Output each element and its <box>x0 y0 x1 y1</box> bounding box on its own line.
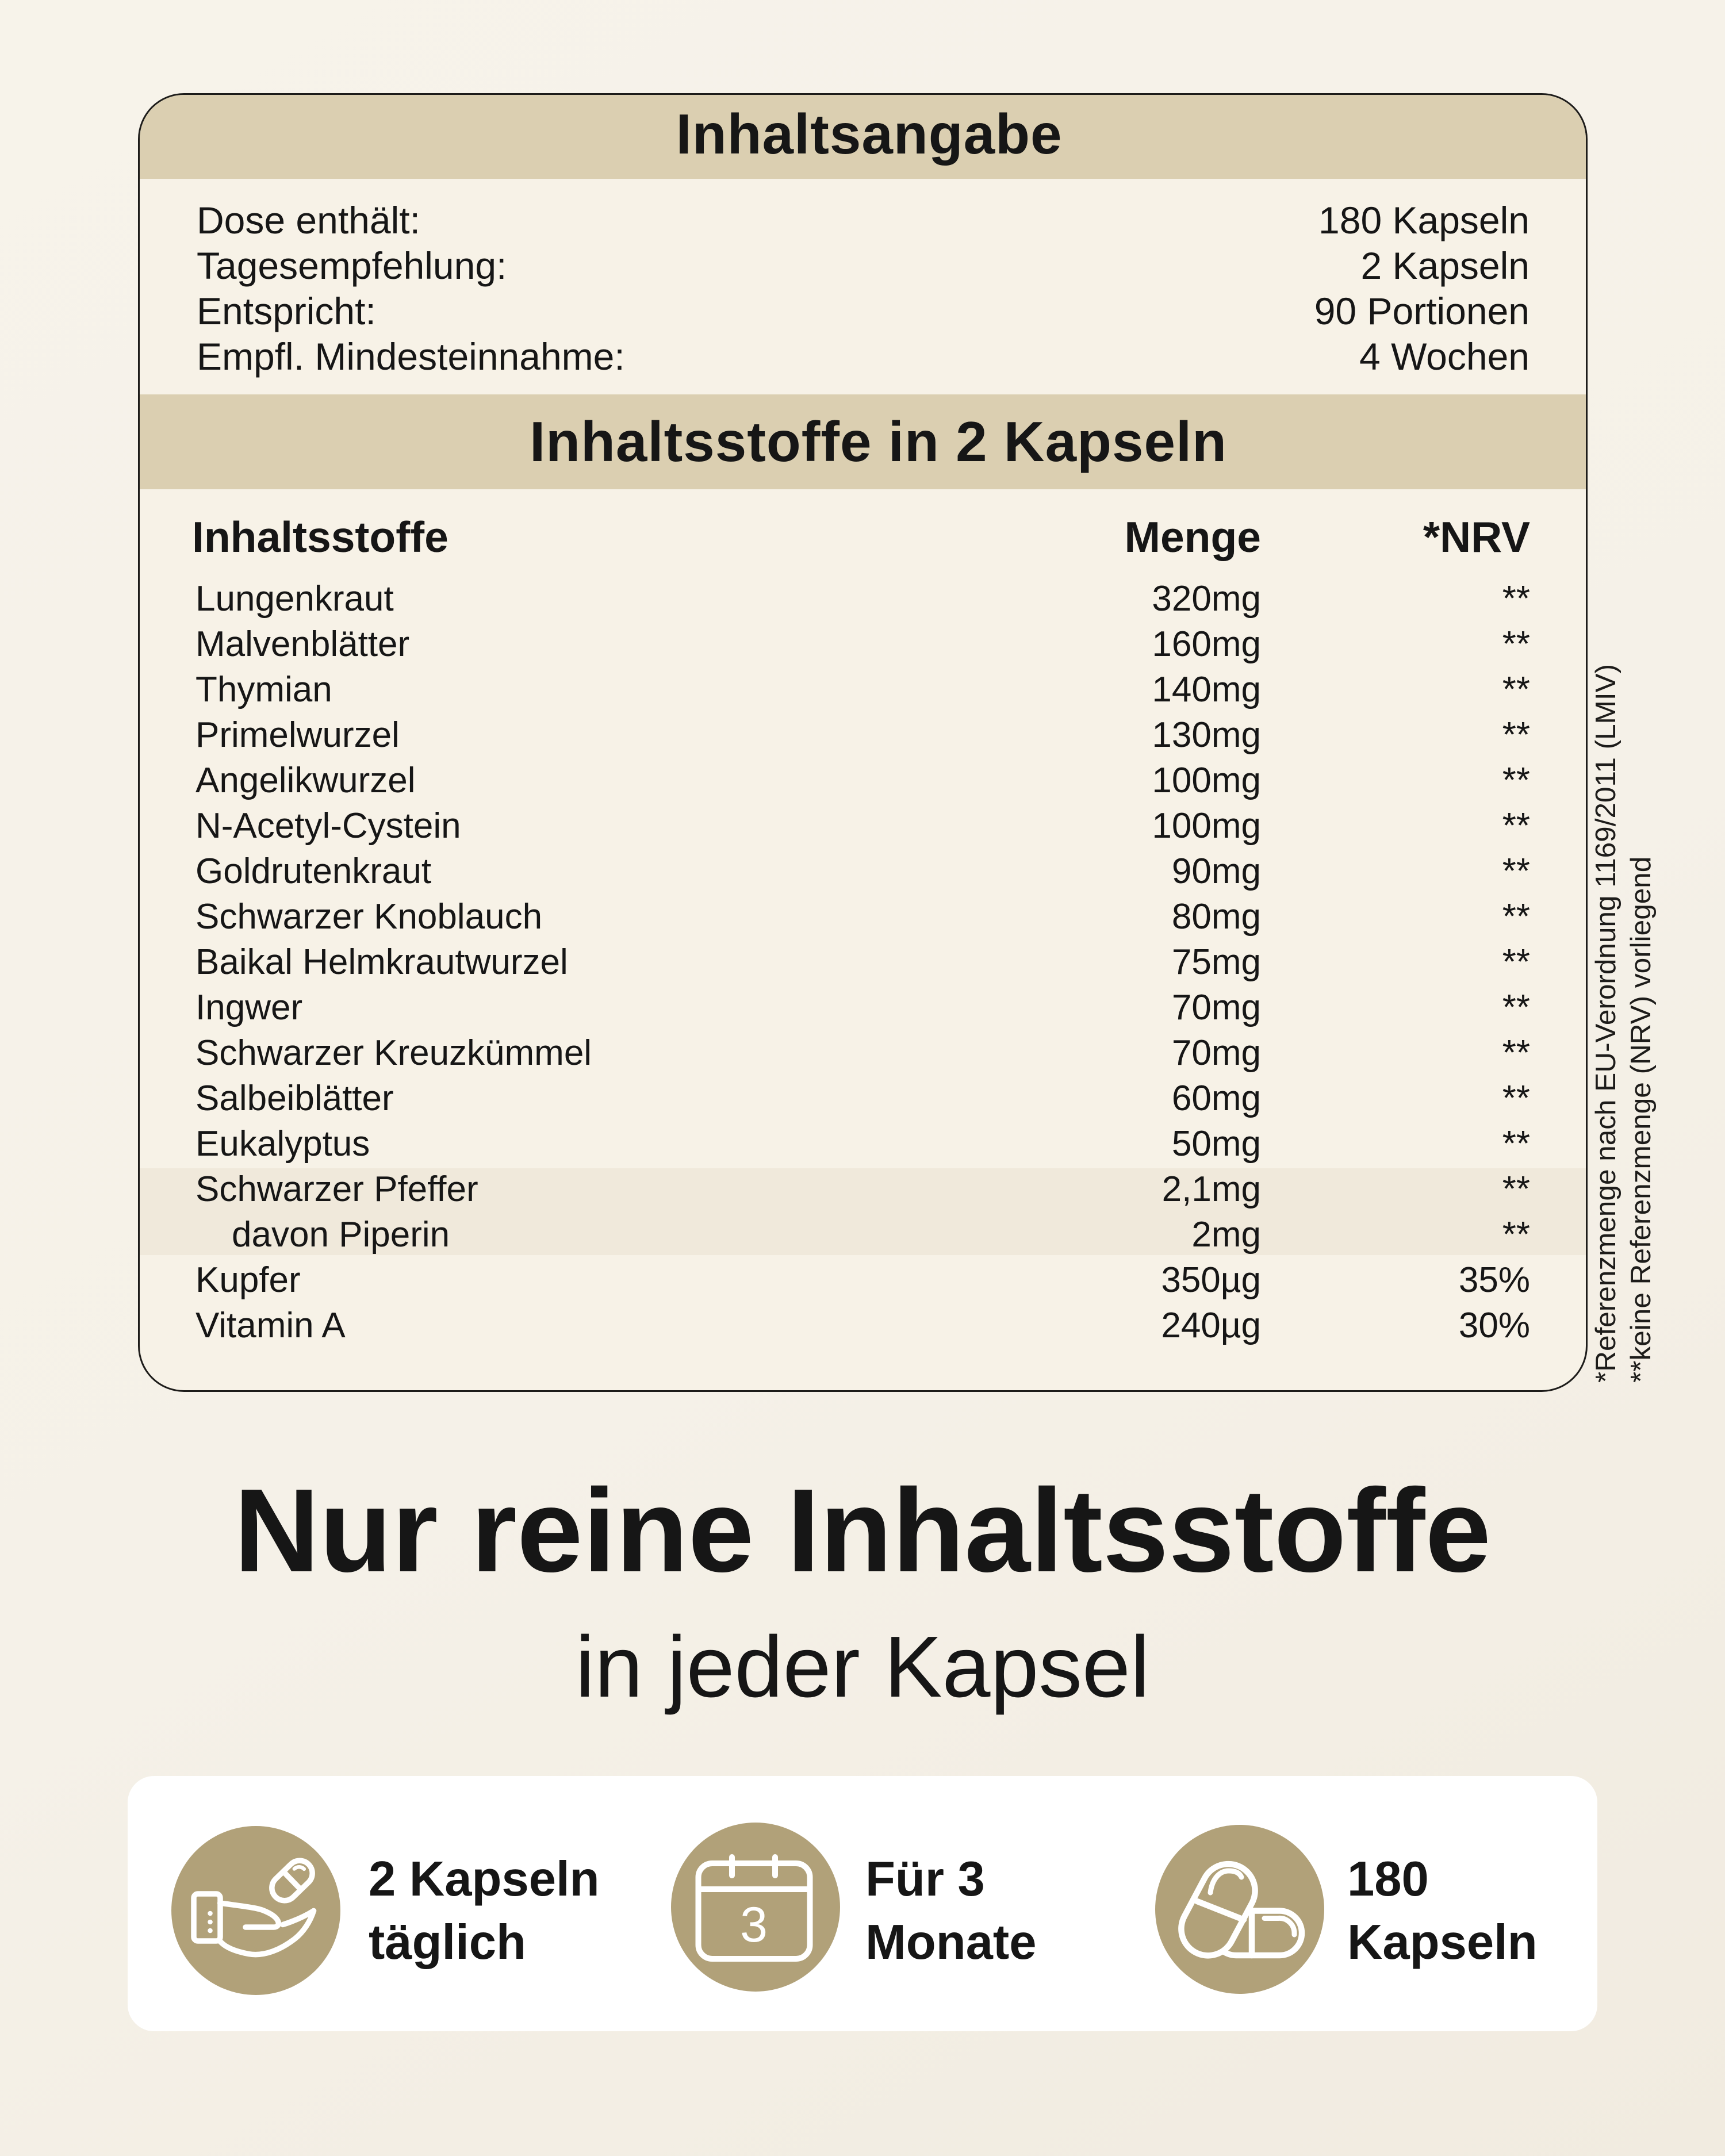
svg-text:3: 3 <box>740 1897 768 1952</box>
